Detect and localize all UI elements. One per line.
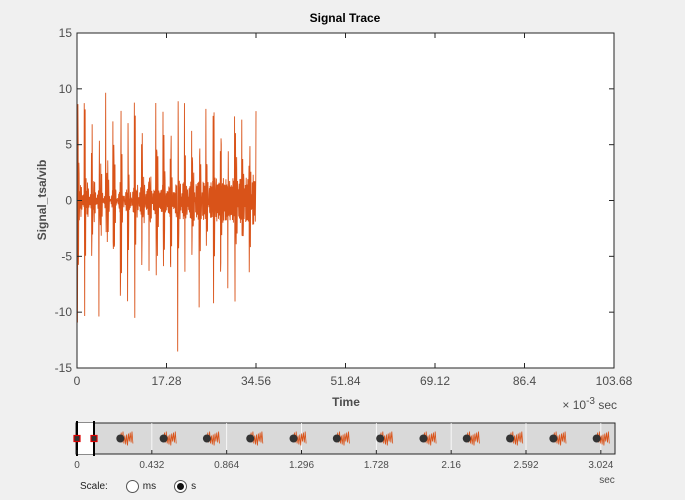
panner-marker[interactable] (159, 434, 168, 443)
panner-tick-label: 0.432 (139, 460, 164, 471)
panner-marker[interactable] (116, 434, 125, 443)
panner-tick-label: 1.728 (364, 460, 389, 471)
panner-marker[interactable] (289, 434, 298, 443)
y-tick-label: -15 (55, 361, 73, 375)
overview-panner[interactable]: 0 0.432 0.864 1.296 1.728 2.16 2.592 3.024 sec (73, 421, 616, 486)
x-tick-label: 17.28 (151, 374, 181, 388)
x-tick-label: 51.84 (330, 374, 360, 388)
y-tick-label: 10 (59, 82, 73, 96)
x-exponent-label: × 10-3 sec (562, 396, 617, 412)
scale-option-ms-label: ms (142, 480, 157, 492)
signal-trace-layer (76, 89, 257, 352)
panner-marker[interactable] (202, 434, 211, 443)
x-tick-label: 86.4 (513, 374, 537, 388)
y-tick-label: 0 (65, 194, 72, 208)
panner-right-handle[interactable] (90, 434, 98, 443)
panner-marker[interactable] (332, 434, 341, 443)
y-tick-label: 15 (59, 26, 73, 40)
scale-ms-radio[interactable] (125, 479, 139, 493)
scale-control: Scale: ms s (80, 477, 196, 495)
panner-marker[interactable] (506, 434, 515, 443)
scale-label: Scale: (80, 480, 108, 492)
x-tick-label: 103.68 (596, 374, 633, 388)
scale-option-ms[interactable]: ms (114, 479, 157, 493)
panner-marker-layer (116, 434, 601, 443)
panner-marker[interactable] (592, 434, 601, 443)
x-tick-label: 34.56 (241, 374, 271, 388)
panner-tick-label: 0.864 (214, 460, 239, 471)
panner-tick-label: 3.024 (588, 460, 613, 471)
x-tick-label: 69.12 (420, 374, 450, 388)
chart-title: Signal Trace (310, 11, 381, 25)
y-tick-label: -10 (55, 305, 73, 319)
panner-tick-label: 2.592 (513, 460, 538, 471)
panner-tick-label: 1.296 (289, 460, 314, 471)
panner-marker[interactable] (246, 434, 255, 443)
y-tick-layer: 15 10 5 0 -5 -10 -15 (55, 26, 614, 375)
panner-tick-label: 2.16 (441, 460, 461, 471)
y-axis-label: Signal_tsa/vib (35, 160, 49, 241)
signal-trace-line (76, 89, 257, 352)
main-axes[interactable]: 0 17.28 34.56 51.84 69.12 86.4 103.68 15 10 5 0 -5… (35, 11, 633, 412)
panner-tick-layer: 0 0.432 0.864 1.296 1.728 2.16 2.592 3.024 (74, 450, 614, 471)
panner-left-handle[interactable] (73, 434, 81, 443)
x-tick-layer: 0 17.28 34.56 51.84 69.12 86.4 103.68 (74, 33, 633, 388)
scale-option-s[interactable]: s (162, 479, 197, 493)
x-tick-label: 0 (74, 374, 81, 388)
x-axis-label: Time (332, 395, 360, 409)
panner-window-area[interactable] (77, 423, 94, 454)
scale-option-s-label: s (191, 480, 197, 492)
panner-marker[interactable] (419, 434, 428, 443)
panner-tick-label: 0 (74, 460, 80, 471)
panner-marker[interactable] (376, 434, 385, 443)
panner-marker[interactable] (549, 434, 558, 443)
panner-units-label: sec (599, 475, 615, 486)
panner-marker[interactable] (462, 434, 471, 443)
y-tick-label: 5 (65, 138, 72, 152)
y-tick-label: -5 (61, 249, 72, 263)
scale-s-radio[interactable] (174, 479, 188, 493)
